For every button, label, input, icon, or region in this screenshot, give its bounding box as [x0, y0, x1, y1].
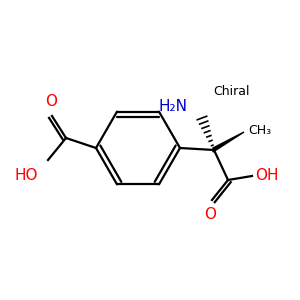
Text: HO: HO: [14, 168, 38, 183]
Text: Chiral: Chiral: [214, 85, 250, 98]
Text: O: O: [45, 94, 57, 109]
Text: O: O: [204, 207, 216, 222]
Polygon shape: [213, 132, 244, 152]
Text: H₂N: H₂N: [159, 99, 188, 114]
Text: CH₃: CH₃: [248, 124, 271, 137]
Text: OH: OH: [255, 169, 278, 184]
